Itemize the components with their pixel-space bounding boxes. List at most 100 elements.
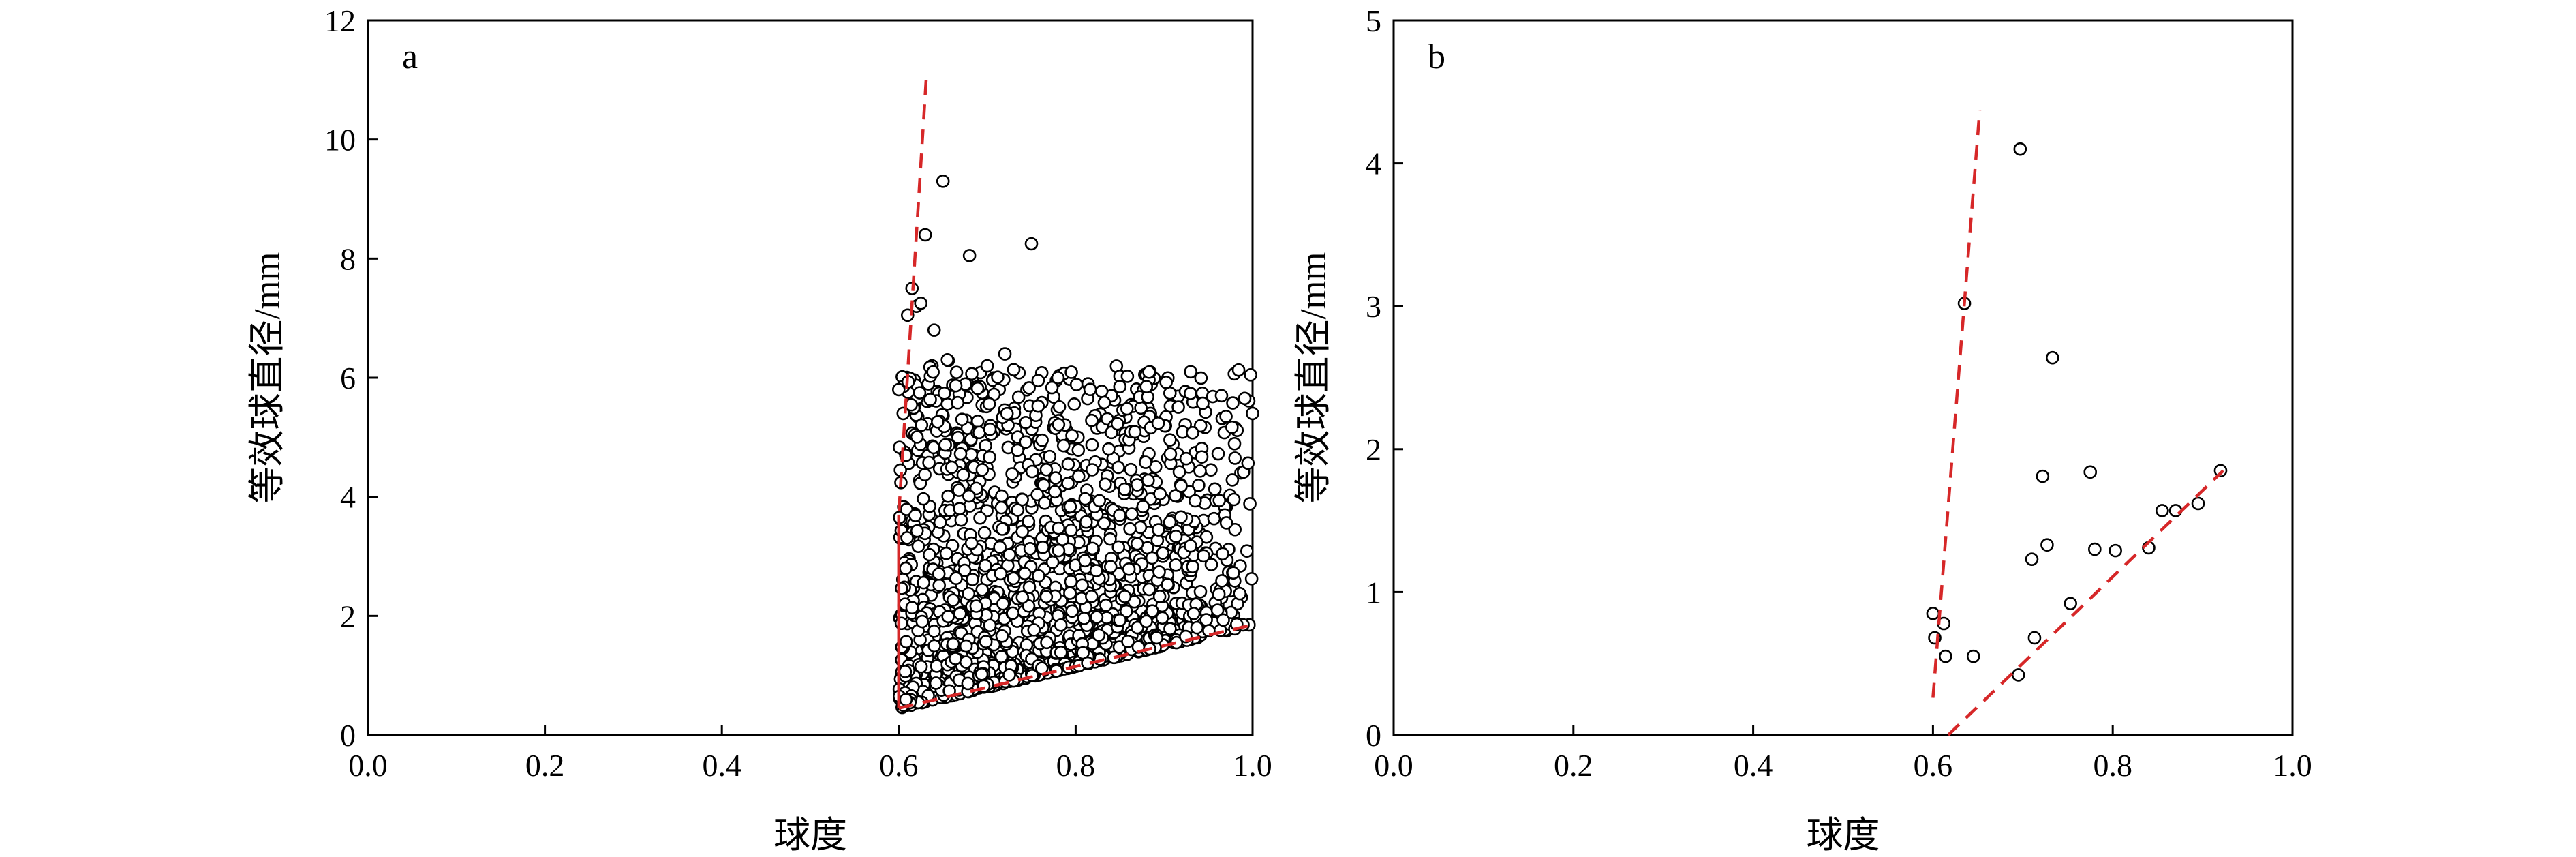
data-point	[1125, 507, 1139, 521]
data-point	[1079, 515, 1093, 529]
data-point	[2083, 465, 2098, 479]
data-point	[1212, 587, 1226, 601]
x-tick-label: 0.8	[1056, 748, 1096, 783]
data-point	[1141, 473, 1155, 487]
data-point	[1214, 389, 1229, 403]
data-point	[1052, 400, 1067, 414]
x-tick-label: 1.0	[1233, 748, 1272, 783]
data-point	[1002, 547, 1017, 562]
data-point	[1052, 418, 1066, 432]
data-point	[1142, 365, 1156, 379]
x-tick-label: 0.0	[1374, 748, 1413, 783]
data-point	[952, 483, 966, 497]
data-point	[994, 567, 1008, 581]
data-point	[1069, 378, 1084, 391]
y-tick-label: 2	[1366, 432, 1381, 467]
data-point	[1152, 523, 1165, 537]
data-point	[1199, 613, 1213, 627]
data-point	[1194, 371, 1208, 385]
data-point	[2040, 538, 2054, 552]
data-point	[1097, 395, 1111, 410]
data-point	[1032, 569, 1045, 583]
data-point	[998, 347, 1012, 361]
data-point	[1225, 420, 1239, 434]
data-point	[1122, 562, 1136, 576]
data-point	[1019, 416, 1032, 430]
y-tick-label: 4	[340, 480, 356, 515]
data-point	[2064, 597, 2078, 610]
data-point	[1056, 438, 1071, 453]
data-point	[1244, 572, 1259, 586]
data-point	[955, 412, 969, 427]
data-point	[1124, 462, 1138, 477]
data-point	[2046, 350, 2059, 365]
data-point	[1179, 451, 1193, 466]
data-point	[1216, 547, 1229, 561]
data-point	[1119, 604, 1133, 618]
data-point	[1169, 530, 1183, 543]
data-point	[1006, 606, 1019, 620]
data-point	[910, 524, 924, 538]
data-point	[956, 468, 970, 482]
data-point	[917, 575, 931, 590]
data-point	[1011, 390, 1026, 404]
data-point	[1031, 374, 1045, 387]
data-point	[953, 502, 966, 515]
data-point	[2027, 631, 2042, 645]
data-point	[1244, 367, 1257, 382]
data-point	[899, 561, 913, 575]
data-point	[1227, 437, 1242, 451]
data-point	[900, 635, 913, 649]
data-point	[1192, 479, 1206, 492]
data-point	[980, 359, 994, 373]
data-point	[1207, 511, 1221, 526]
data-point	[939, 546, 953, 560]
data-point	[941, 610, 955, 624]
data-point	[1215, 574, 1229, 588]
data-point	[957, 563, 972, 577]
data-point	[1022, 580, 1037, 594]
data-point	[917, 492, 930, 506]
data-point	[1204, 463, 1218, 477]
data-point	[1024, 237, 1039, 251]
data-point	[910, 430, 924, 444]
x-tick-label: 0.0	[348, 748, 388, 783]
data-point	[993, 540, 1007, 554]
panel-a: 0.0 0.2 0.4 0.6 0.8 1.0 0 2 4 6 8 10 12 球度 等效球直径/mm a	[247, 3, 1272, 856]
data-point	[1071, 443, 1086, 457]
data-point	[1043, 449, 1057, 464]
data-point	[905, 601, 919, 615]
data-point	[1017, 567, 1032, 580]
y-tick-label: 10	[324, 123, 356, 157]
y-tick-label: 5	[1366, 3, 1381, 38]
data-point	[1085, 438, 1099, 452]
x-tick-label: 0.6	[879, 748, 919, 783]
data-point	[896, 406, 910, 421]
data-point	[923, 393, 937, 406]
reference-line-lower	[898, 623, 1253, 710]
panel-b: 0.0 0.2 0.4 0.6 0.8 1.0 0 1 2 3 4 5 球度 等效球直径/mm b	[1293, 3, 2312, 856]
data-point	[1163, 386, 1177, 400]
data-point	[932, 578, 946, 592]
data-point	[949, 378, 963, 393]
data-point	[1011, 443, 1024, 457]
data-point	[1243, 497, 1257, 511]
y-tick-label: 4	[1366, 147, 1381, 181]
data-point	[1064, 365, 1078, 379]
data-point	[1048, 485, 1062, 499]
plot-frame	[1392, 19, 2294, 736]
data-point	[1226, 396, 1240, 410]
data-point	[1089, 564, 1103, 577]
data-point	[1186, 426, 1199, 440]
y-tick-label: 8	[340, 241, 356, 276]
y-tick-label: 0	[340, 718, 356, 753]
data-point	[982, 397, 996, 411]
data-point	[2213, 464, 2228, 478]
data-point	[979, 635, 993, 648]
data-point	[1142, 582, 1156, 597]
data-point	[1099, 598, 1113, 612]
y-tick-label: 12	[324, 3, 356, 38]
data-point	[1022, 514, 1036, 528]
data-point	[922, 455, 936, 470]
data-point	[926, 365, 940, 379]
